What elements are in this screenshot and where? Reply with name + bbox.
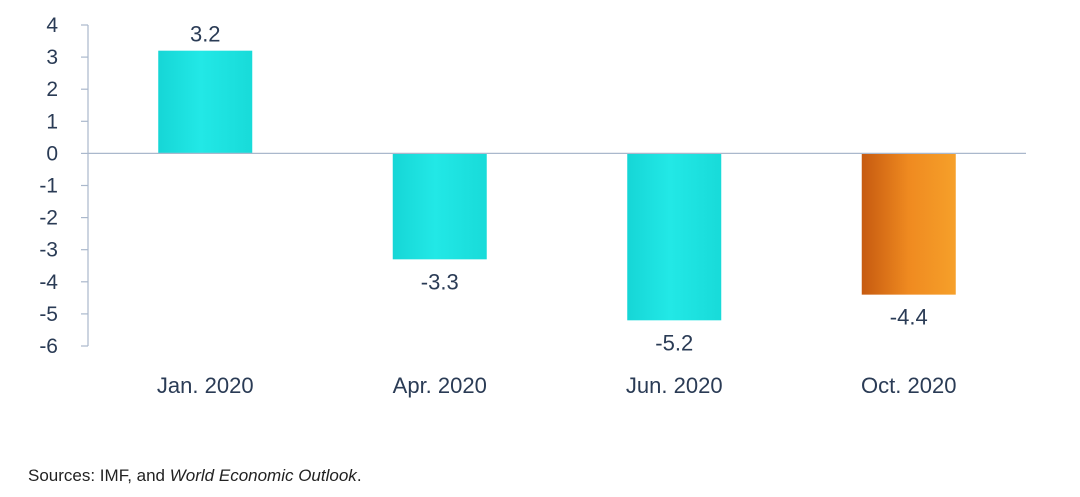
y-axis: 4 3 2 1 0 -1 -2 -3 -4 -5 -6: [39, 14, 89, 358]
y-tick-label: -1: [39, 175, 58, 198]
data-label: -3.3: [421, 269, 459, 294]
y-tick-label: -2: [39, 207, 58, 230]
y-tick-label: 1: [46, 110, 58, 133]
bar-3: [627, 153, 722, 321]
bars-group: [158, 50, 956, 321]
y-tick-label: -4: [39, 271, 58, 294]
bar-1: [158, 50, 253, 154]
bar-chart: 4 3 2 1 0 -1 -2 -3 -4 -5 -6 3.2 -3.3 -5.2 -4.4 Jan. 2…: [39, 14, 1026, 398]
y-tick-label: 2: [46, 78, 58, 101]
y-tick-label: 0: [46, 142, 58, 165]
y-tick-label: -3: [39, 239, 58, 262]
data-label: -4.4: [890, 305, 928, 330]
data-label: 3.2: [190, 22, 221, 47]
x-category-label: Jan. 2020: [157, 373, 254, 398]
source-suffix: .: [356, 466, 362, 485]
bar-2: [392, 153, 487, 260]
source-note: Sources: IMF, and World Economic Outlook…: [28, 466, 362, 486]
x-category-label: Jun. 2020: [626, 373, 723, 398]
x-axis-labels-group: Jan. 2020 Apr. 2020 Jun. 2020 Oct. 2020: [157, 373, 957, 398]
source-title: World Economic Outlook: [169, 466, 357, 485]
source-prefix: Sources: IMF, and: [28, 466, 170, 485]
data-labels-group: 3.2 -3.3 -5.2 -4.4: [190, 22, 928, 356]
x-category-label: Apr. 2020: [393, 373, 487, 398]
y-tick-label: 4: [46, 14, 58, 37]
data-label: -5.2: [655, 330, 693, 355]
y-tick-label: -6: [39, 335, 58, 358]
x-category-label: Oct. 2020: [861, 373, 956, 398]
bar-4: [861, 153, 956, 295]
y-tick-label: -5: [39, 303, 58, 326]
y-tick-label: 3: [46, 46, 58, 69]
